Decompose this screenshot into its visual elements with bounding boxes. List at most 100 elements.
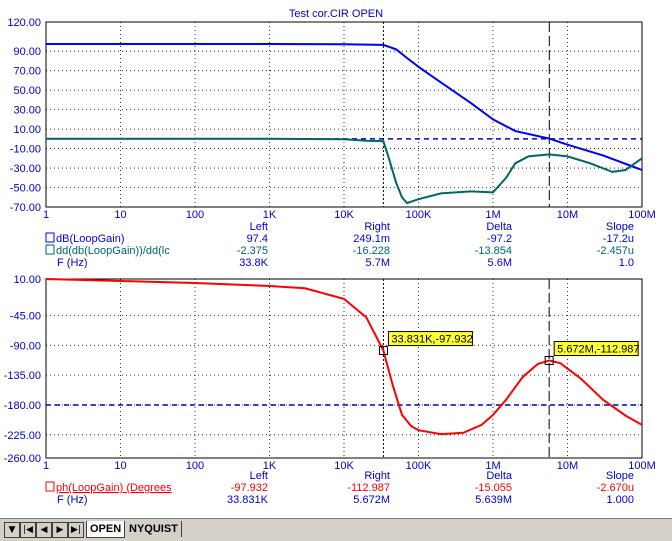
data-point (45, 43, 47, 45)
x-tick-label: 10 (114, 209, 126, 221)
x-tick-label: 100 (186, 209, 204, 221)
x-tick-label: 10M (557, 460, 578, 472)
data-point (395, 181, 397, 184)
legend-swatch (45, 244, 55, 255)
legend-value: -16.228 (353, 245, 390, 257)
legend-value: -97.932 (231, 482, 268, 494)
data-point (268, 285, 271, 287)
data-point (602, 398, 604, 401)
cursor-tag-box (553, 341, 639, 357)
x-tick-label: 10K (334, 460, 354, 472)
x-tick-label: 1K (263, 460, 277, 472)
nav-first-icon[interactable]: |◀ (20, 522, 36, 538)
data-point (469, 102, 472, 104)
data-point (505, 176, 507, 179)
x-tick-label: 100 (186, 460, 204, 472)
y-tick-label: -70.00 (10, 202, 41, 214)
y-tick-label: 120.00 (7, 17, 41, 29)
data-point (589, 162, 591, 164)
x-tick-label: 10M (557, 209, 578, 221)
cursor-marker (544, 356, 554, 366)
data-point (514, 130, 517, 132)
legend-label: dd(db(LoopGain))/dd(lc (56, 245, 170, 257)
data-point (388, 157, 390, 160)
data-point (391, 384, 394, 386)
x-tick-label: 1 (43, 209, 49, 221)
nav-next-icon[interactable]: ▶ (52, 522, 68, 538)
data-point (440, 192, 442, 195)
data-point (492, 118, 494, 121)
legend-value: -112.987 (347, 482, 390, 494)
data-point (641, 424, 643, 426)
nav-last-icon[interactable]: ▶| (68, 522, 84, 538)
y-tick-label: 10.00 (13, 274, 41, 286)
legend-header: Left (250, 221, 268, 233)
legend-label: F (Hz) (57, 257, 88, 269)
y-tick-label: 70.00 (13, 66, 41, 78)
data-point (365, 139, 368, 142)
data-point (527, 155, 530, 158)
data-point (401, 414, 403, 416)
cursor-marker (378, 346, 388, 356)
legend-swatch (45, 481, 55, 492)
x-tick-label: 10 (114, 460, 126, 472)
y-tick-label: -135.00 (4, 370, 41, 382)
data-point (365, 316, 368, 319)
data-point (624, 414, 627, 417)
nav-down-icon[interactable]: ▼ (4, 522, 20, 538)
data-point (492, 191, 494, 194)
legend-value: 249.1m (353, 233, 390, 245)
x-tick-label: 10K (334, 209, 354, 221)
data-point (521, 376, 524, 378)
data-point (382, 349, 385, 352)
data-point (401, 196, 403, 199)
data-point (469, 190, 472, 193)
data-point (559, 362, 562, 364)
data-point (417, 429, 420, 431)
cursor-tag-label: 33.831K,-97.932 (391, 334, 472, 346)
data-point (45, 138, 47, 140)
x-tick-label: 100M (628, 460, 656, 472)
x-tick-label: 100K (406, 209, 432, 221)
legend-header: Delta (486, 470, 513, 482)
cursor-tag-box (387, 331, 473, 347)
x-tick-label: 100K (406, 460, 432, 472)
data-point (548, 137, 551, 140)
plot-area-2 (45, 278, 643, 459)
data-point (579, 377, 582, 380)
data-point (410, 425, 413, 427)
data-point (566, 155, 569, 158)
nav-prev-icon[interactable]: ◀ (36, 522, 52, 538)
y-tick-label: 30.00 (13, 105, 41, 117)
data-point (194, 282, 196, 284)
data-point (462, 432, 465, 434)
tab-nyquist[interactable]: NYQUIST (126, 521, 182, 537)
y-tick-label: 90.00 (13, 46, 41, 58)
legend-value: 5.6M (488, 257, 512, 269)
legend-value: 5.7M (366, 257, 390, 269)
legend-value: 33.831K (227, 494, 269, 506)
x-tick-label: 1M (485, 209, 500, 221)
data-point (119, 280, 122, 282)
sheet-tab-bar: ▼ |◀ ◀ ▶ ▶| OPEN NYQUIST (0, 518, 672, 541)
data-point (406, 202, 408, 204)
legend-value: -15.055 (475, 482, 512, 494)
data-point (537, 363, 539, 365)
y-tick-label: -90.00 (10, 340, 41, 352)
legend-header: Left (250, 470, 268, 482)
legend-value: -2.375 (237, 245, 268, 257)
tab-open[interactable]: OPEN (86, 521, 126, 538)
data-point (417, 198, 420, 201)
y-tick-label: 10.00 (13, 124, 41, 136)
legend-value: 97.4 (247, 233, 268, 245)
legend-header: Delta (486, 221, 513, 233)
legend-value: 5.672M (353, 494, 390, 506)
data-point (119, 43, 122, 45)
data-point (406, 57, 408, 59)
data-point (602, 154, 604, 157)
legend-value: -13.854 (475, 245, 512, 257)
x-tick-label: 1M (485, 460, 500, 472)
data-point (395, 48, 397, 51)
data-point (45, 278, 47, 280)
